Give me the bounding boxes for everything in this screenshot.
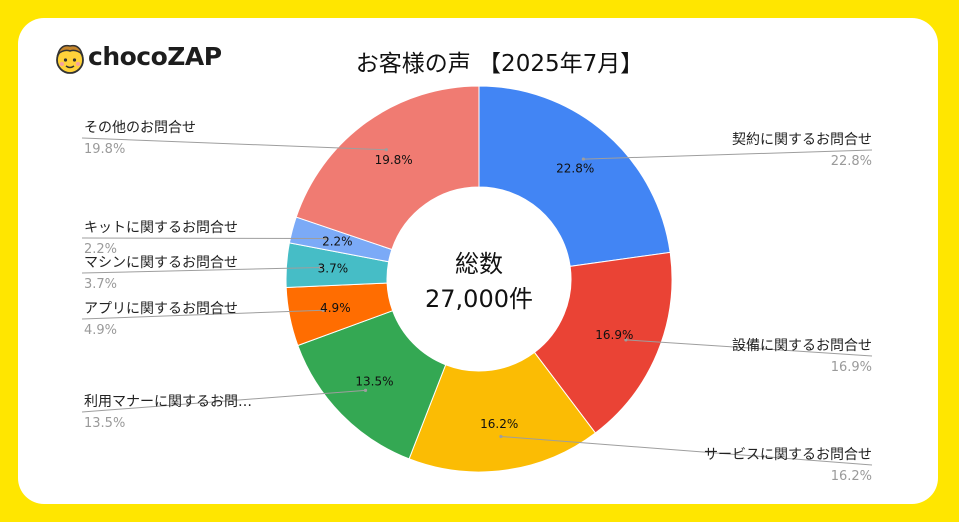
slice-value-label-4: 13.5% bbox=[355, 375, 393, 389]
leader-line-5 bbox=[81, 309, 324, 320]
slice-8 bbox=[295, 85, 480, 251]
slice-value-label-1: 22.8% bbox=[556, 162, 594, 176]
slice-value-label-5: 4.9% bbox=[320, 301, 351, 315]
legend-name-8: その他のお問合せ bbox=[84, 120, 196, 136]
legend-percent-1: 22.8% bbox=[831, 154, 872, 169]
slice-value-label-6: 3.7% bbox=[318, 261, 349, 275]
legend-percent-6: 3.7% bbox=[84, 277, 117, 292]
brand-logo-text: chocoZAP bbox=[88, 42, 222, 71]
legend-percent-8: 19.8% bbox=[84, 142, 125, 157]
leader-dot-7 bbox=[323, 236, 327, 241]
leader-line-4 bbox=[81, 389, 366, 413]
slice-value-label-2: 16.9% bbox=[595, 328, 633, 342]
slice-labels: 22.8% 契約に関するお問合せ 22.8% 16.9% 設備に関するお問合せ 16.9%… bbox=[84, 120, 872, 484]
leader-line-1 bbox=[583, 149, 873, 160]
slice-value-label-8: 19.8% bbox=[375, 153, 413, 167]
leader-line-3 bbox=[500, 435, 873, 466]
leader-dot-4 bbox=[363, 388, 368, 392]
center-total-value: 27,000件 bbox=[425, 285, 533, 313]
legend-name-2: 設備に関するお問合せ bbox=[732, 338, 872, 354]
leader-dot-6 bbox=[318, 265, 323, 270]
leader-line-6 bbox=[81, 267, 321, 274]
center-total-label: 総数 bbox=[455, 250, 503, 278]
legend-name-1: 契約に関するお問合せ bbox=[732, 132, 872, 148]
logo-text-choco: choco bbox=[88, 42, 168, 71]
legend-name-5: アプリに関するお問合せ bbox=[84, 301, 238, 317]
brand-logo: chocoZAP bbox=[52, 40, 242, 80]
legend-name-4: 利用マナーに関するお問… bbox=[84, 394, 252, 410]
leader-dot-5 bbox=[321, 308, 325, 312]
legend-percent-3: 16.2% bbox=[831, 469, 872, 484]
leader-dot-3 bbox=[499, 434, 503, 439]
legend-name-7: キットに関するお問合せ bbox=[84, 220, 238, 236]
leader-lines bbox=[81, 137, 873, 466]
donut-hole bbox=[387, 187, 571, 371]
leader-dot-1 bbox=[581, 157, 585, 161]
leader-dot-2 bbox=[624, 338, 628, 342]
slice-value-label-7: 2.2% bbox=[322, 235, 353, 249]
legend-percent-5: 4.9% bbox=[84, 323, 117, 338]
legend-percent-2: 16.9% bbox=[831, 360, 872, 375]
leader-line-2 bbox=[625, 339, 873, 357]
leader-line-8 bbox=[81, 137, 387, 151]
chart-title: お客様の声 【2025年7月】 bbox=[355, 51, 644, 77]
logo-text-zap: ZAP bbox=[167, 42, 222, 71]
slice-value-label-3: 16.2% bbox=[480, 417, 518, 431]
leader-dot-8 bbox=[384, 148, 388, 152]
donut-slices bbox=[285, 85, 673, 473]
legend-name-6: マシンに関するお問合せ bbox=[84, 255, 238, 271]
legend-name-3: サービスに関するお問合せ bbox=[704, 447, 872, 463]
legend-percent-7: 2.2% bbox=[84, 242, 117, 257]
chocozap-mascot-icon bbox=[56, 44, 84, 74]
legend-percent-4: 13.5% bbox=[84, 416, 125, 431]
